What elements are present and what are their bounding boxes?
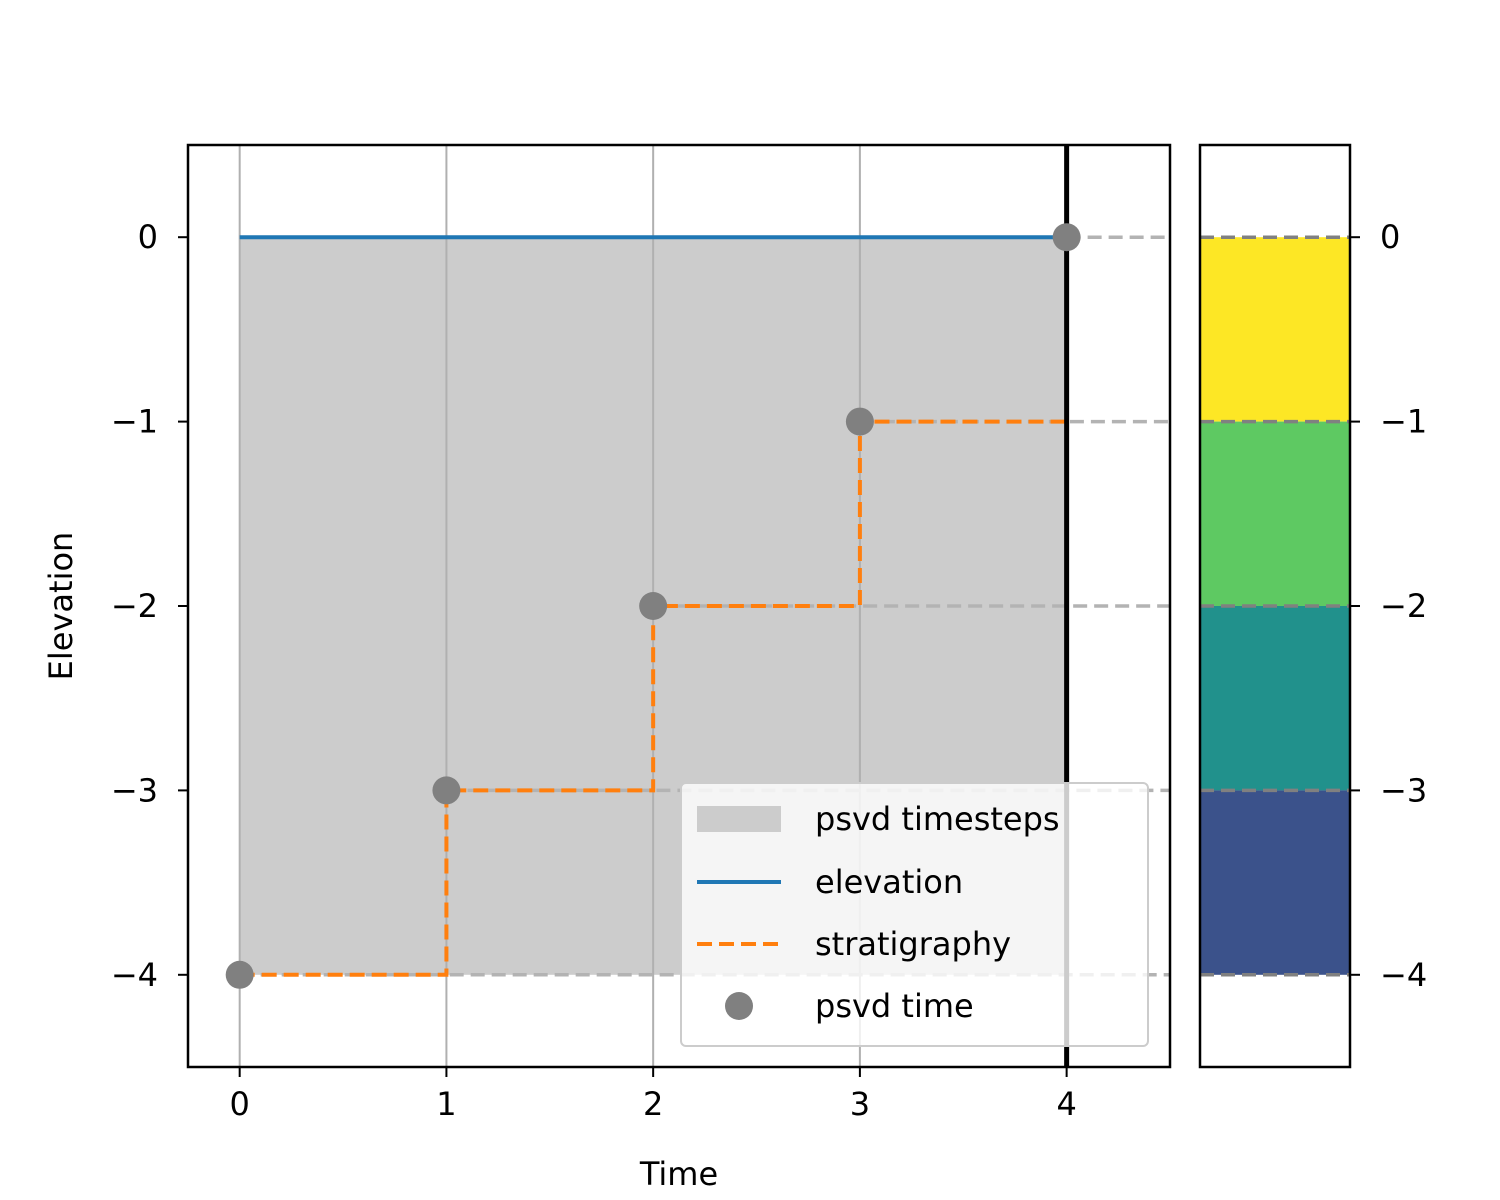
- psvd-time-marker-0: [225, 960, 254, 989]
- legend-swatch-marker: [725, 992, 753, 1020]
- column-layer-1: [1200, 421, 1350, 606]
- psvd-time-markers: [225, 223, 1081, 989]
- column-y-tick-label-2: −2: [1380, 587, 1427, 625]
- column-horizon-lines: [1200, 235, 1350, 977]
- x-tick-label-1: 1: [436, 1085, 456, 1123]
- psvd-time-marker-3: [845, 407, 874, 436]
- column-layer-2: [1200, 606, 1350, 791]
- legend-swatch-fill: [697, 806, 781, 832]
- legend-label-0: psvd timesteps: [815, 800, 1060, 838]
- y-tick-label-0: 0: [138, 218, 158, 256]
- column-y-tick-label-4: −4: [1380, 956, 1427, 994]
- psvd-time-marker-2: [639, 592, 668, 620]
- psvd-time-marker-4: [1052, 223, 1081, 252]
- column-y-axis-ticks: 0 −1 −2 −3 −4: [1350, 218, 1427, 994]
- y-tick-label-1: −1: [111, 403, 158, 441]
- x-tick-label-4: 4: [1056, 1085, 1076, 1123]
- column-y-tick-label-1: −1: [1380, 403, 1427, 441]
- x-tick-label-3: 3: [850, 1085, 870, 1123]
- y-tick-label-3: −3: [111, 771, 158, 809]
- column-layer-0: [1200, 237, 1350, 422]
- x-axis-label: Time: [639, 1155, 718, 1193]
- x-axis-ticks: 0 1 2 3 4: [230, 1067, 1077, 1123]
- legend-label-1: elevation: [815, 863, 963, 901]
- legend: psvd timesteps elevation stratigraphy psvd …: [680, 782, 1149, 1047]
- legend-label-3: psvd time: [815, 987, 974, 1025]
- legend-box: [680, 782, 1149, 1047]
- column-layer-3: [1200, 790, 1350, 975]
- stratigraphic-column-layers: [1200, 237, 1350, 975]
- main-axes: 0 1 2 3 4 0 −1 −2 −3 −4 Time Elevation psvd time…: [42, 143, 1172, 1193]
- y-tick-label-2: −2: [111, 587, 158, 625]
- column-y-tick-label-3: −3: [1380, 771, 1427, 809]
- psvd-time-marker-1: [432, 776, 461, 805]
- y-tick-label-4: −4: [111, 956, 158, 994]
- y-axis-label: Elevation: [42, 532, 80, 681]
- x-tick-label-0: 0: [230, 1085, 250, 1123]
- y-axis-ticks: 0 −1 −2 −3 −4: [111, 218, 188, 994]
- column-y-tick-label-0: 0: [1380, 218, 1400, 256]
- stratigraphic-column-axes: 0 −1 −2 −3 −4: [1198, 143, 1427, 1069]
- x-tick-label-2: 2: [643, 1085, 663, 1123]
- legend-label-2: stratigraphy: [815, 925, 1011, 963]
